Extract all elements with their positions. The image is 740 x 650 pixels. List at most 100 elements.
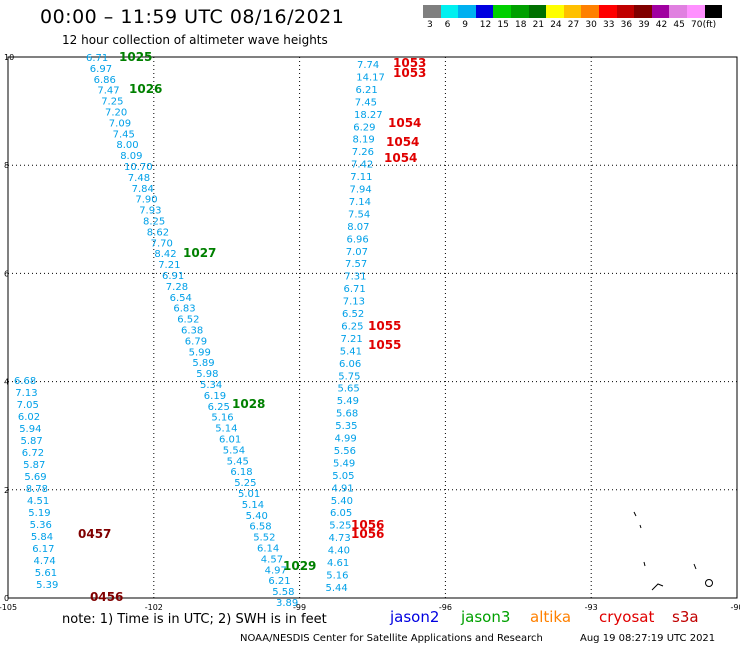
satellite-jason3-label: jason3: [461, 608, 511, 626]
wave-height-middle-track: 8.25: [143, 217, 165, 228]
footnote: note: 1) Time is in UTC; 2) SWH is in fe…: [62, 612, 327, 627]
wave-height-middle-track: 6.52: [177, 315, 199, 326]
wave-height-right-track: 5.16: [326, 570, 348, 581]
legend-label: 27: [567, 20, 580, 30]
hour-label: 1054: [384, 151, 417, 165]
satellite-cryosat-label: cryosat: [599, 608, 655, 626]
wave-height-left-track: 5.87: [21, 436, 43, 447]
wave-height-right-track: 18.27: [354, 110, 383, 121]
plot-frame: [7, 56, 738, 599]
legend-swatch: [528, 5, 547, 18]
wave-height-left-track: 4.74: [34, 556, 56, 567]
wave-height-left-track: 5.61: [35, 568, 57, 579]
wave-height-middle-track: 7.93: [139, 206, 161, 217]
wave-height-middle-track: 6.83: [173, 304, 195, 315]
legend-label: 15: [497, 20, 509, 30]
wave-height-left-track: 6.17: [32, 544, 54, 555]
wave-height-right-track: 5.68: [336, 409, 358, 420]
wave-height-right-track: 6.96: [347, 234, 369, 245]
hour-label: 1054: [386, 135, 419, 149]
legend-swatch: [493, 5, 511, 18]
wave-height-left-track: 6.72: [22, 448, 44, 459]
wave-height-right-track: 6.71: [344, 284, 366, 295]
wave-height-middle-track: 7.28: [166, 282, 188, 293]
hour-label: 1055: [368, 338, 401, 352]
wave-height-right-track: 6.05: [330, 508, 352, 519]
wave-height-middle-track: 7.90: [135, 195, 157, 206]
hour-label: 1029: [283, 559, 316, 573]
y-tick-label: 10: [4, 53, 14, 62]
wave-height-right-track: 7.07: [346, 247, 368, 258]
hour-label: 1027: [183, 246, 216, 260]
wave-height-middle-track: 7.47: [97, 86, 119, 97]
footer-timestamp: Aug 19 08:27:19 UTC 2021: [580, 633, 716, 644]
wave-height-middle-track: 5.58: [272, 587, 294, 598]
wave-height-right-track: 5.35: [335, 421, 357, 432]
satellite-altika-label: altika: [530, 608, 572, 626]
legend-label: 24: [550, 20, 562, 30]
wave-height-right-track: 4.99: [335, 434, 357, 445]
wave-height-middle-track: 5.14: [242, 500, 264, 511]
wave-height-right-track: 5.49: [337, 396, 359, 407]
satellite-jason2-label: jason2: [390, 608, 440, 626]
wave-height-middle-track: 5.45: [227, 456, 249, 467]
x-tick-label: -93: [585, 603, 598, 612]
y-tick-label: 6: [4, 269, 9, 278]
wave-height-middle-track: 8.09: [120, 151, 142, 162]
legend-label: 70: [691, 20, 703, 30]
legend-label: 30: [585, 20, 597, 30]
legend-label: 3: [427, 20, 433, 30]
legend-swatch: [440, 5, 459, 18]
wave-height-right-track: 7.94: [350, 185, 372, 196]
legend-label: 21: [532, 20, 545, 30]
legend-label: 42: [655, 20, 668, 30]
hour-label: 1053: [393, 66, 426, 80]
wave-height-right-track: 7.14: [349, 197, 371, 208]
wave-height-middle-track: 8.62: [147, 227, 169, 238]
wave-height-middle-track: 6.58: [249, 522, 271, 533]
wave-height-middle-track: 6.79: [185, 336, 207, 347]
wave-height-left-track: 6.02: [18, 412, 40, 423]
wave-height-middle-track: 6.97: [90, 64, 112, 75]
wave-height-middle-track: 7.21: [158, 260, 180, 271]
wave-height-right-track: 7.21: [341, 334, 363, 345]
wave-height-middle-track: 7.48: [128, 173, 150, 184]
y-tick-label: 4: [4, 378, 9, 387]
wave-height-left-track: 5.87: [23, 460, 45, 471]
x-tick-label: -102: [145, 603, 163, 612]
wave-height-middle-track: 5.16: [211, 413, 233, 424]
legend-label: 45: [673, 20, 685, 30]
legend-swatch: [616, 5, 635, 18]
wave-height-middle-track: 5.40: [246, 511, 268, 522]
hour-label: 1053: [393, 56, 426, 70]
wave-height-left-track: 6.68: [14, 376, 36, 387]
hour-label: 1056: [351, 527, 384, 541]
satellite-s3a-label: s3a: [672, 608, 699, 626]
chart-subtitle: 12 hour collection of altimeter wave hei…: [62, 33, 328, 47]
hour-label: 1056: [351, 518, 384, 532]
wave-height-middle-track: 6.54: [170, 293, 192, 304]
legend-swatch: [458, 5, 476, 18]
wave-height-right-track: 7.42: [351, 160, 373, 171]
wave-height-middle-track: 5.34: [200, 380, 222, 391]
wave-height-right-track: 4.73: [329, 533, 351, 544]
chart-title: 00:00 – 11:59 UTC 08/16/2021: [40, 6, 345, 28]
wave-height-right-track: 6.21: [356, 85, 378, 96]
wave-height-middle-track: 5.54: [223, 445, 245, 456]
wave-height-right-track: 7.11: [350, 172, 372, 183]
x-tick-label: -96: [439, 603, 452, 612]
x-tick-label: -90: [730, 603, 740, 612]
wave-height-right-track: 7.31: [344, 272, 366, 283]
legend-color-bar: [423, 5, 723, 18]
hour-label: 0456: [90, 590, 123, 604]
wave-height-middle-track: 6.21: [268, 576, 290, 587]
wave-height-middle-track: 5.52: [253, 533, 275, 544]
y-tick-label: 0: [4, 594, 9, 603]
wave-height-middle-track: 5.98: [196, 369, 218, 380]
wave-height-right-track: 5.56: [334, 446, 356, 457]
wave-height-middle-track: 7.20: [105, 108, 127, 119]
legend-label: 18: [515, 20, 527, 30]
legend-swatch: [669, 5, 687, 18]
wave-height-middle-track: 6.14: [257, 544, 279, 555]
